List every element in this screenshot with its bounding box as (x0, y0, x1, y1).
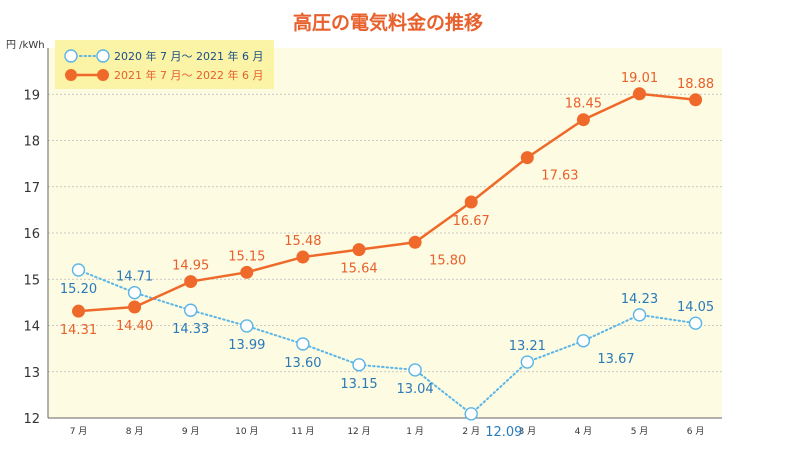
series-1-marker (408, 363, 422, 377)
series-1-marker (464, 407, 478, 421)
series-1-marker (127, 285, 142, 300)
x-tick-label: 4 月 (575, 426, 593, 437)
series-1-marker (632, 308, 647, 322)
x-tick-label: 12 月 (347, 426, 370, 437)
series-1-data-label: 13.67 (597, 352, 634, 367)
series-1-marker (296, 337, 310, 351)
x-tick-label: 8 月 (126, 426, 144, 437)
y-tick-label: 17 (23, 181, 40, 196)
y-tick-label: 12 (23, 412, 40, 427)
series-1-data-label: 13.15 (340, 377, 377, 392)
x-tick-label: 11 月 (291, 426, 314, 437)
series-2-marker (352, 243, 366, 257)
series-2-marker (72, 304, 85, 318)
x-axis-ticks: 7 月 8 月 9 月 10 月 11 月 12 月 1 月 2 月 3 月 4 月 5 月 6 月 (70, 426, 705, 437)
series-2-marker (184, 275, 198, 289)
y-tick-label: 18 (23, 135, 40, 150)
series-1-data-label: 14.05 (677, 300, 714, 315)
series-2-data-label: 18.45 (565, 97, 602, 112)
series-2-data-label: 17.63 (541, 169, 578, 184)
series-1-data-label: 12.09 (485, 425, 522, 440)
legend-box (55, 40, 274, 89)
y-tick-label: 14 (23, 320, 40, 335)
y-tick-label: 19 (23, 88, 40, 103)
series-2-marker (296, 250, 310, 264)
series-2-data-label: 15.15 (228, 249, 265, 264)
series-2-data-label: 14.95 (172, 259, 209, 274)
y-tick-label: 13 (23, 366, 40, 381)
legend-series-2-marker (97, 69, 109, 81)
series-2-data-label: 15.48 (284, 234, 321, 249)
legend-series-2-label: 2021 年 7 月～ 2022 年 6 月 (114, 68, 263, 82)
series-2-marker (240, 265, 254, 279)
series-1-data-label: 13.99 (228, 338, 265, 353)
series-1-marker (352, 358, 366, 372)
x-tick-label: 6 月 (687, 426, 705, 437)
x-tick-label: 1 月 (406, 426, 424, 437)
gridlines (48, 93, 722, 373)
legend-series-1-marker (64, 49, 78, 63)
series-2-data-label: 19.01 (621, 71, 658, 86)
series-2-data-label: 16.67 (453, 214, 490, 229)
series-1-data-label: 13.04 (396, 382, 433, 397)
series-2-data-label: 15.64 (340, 262, 377, 277)
axes (47, 48, 722, 419)
series-2-data-label: 14.31 (60, 323, 97, 338)
series-2-marker (689, 93, 703, 107)
y-tick-label: 15 (23, 273, 40, 288)
x-tick-label: 2 月 (462, 426, 480, 437)
series-1-data-label: 13.21 (509, 339, 546, 354)
x-tick-label: 10 月 (235, 426, 258, 437)
series-1-data-label: 14.71 (116, 270, 153, 285)
legend-series-1-marker (96, 49, 110, 63)
series-2-marker (128, 300, 142, 314)
legend-series-2-marker (65, 69, 77, 81)
x-tick-label: 5 月 (631, 426, 649, 437)
legend: 2020 年 7 月～ 2021 年 6 月 2021 年 7 月～ 2022 年… (55, 40, 274, 89)
y-tick-label: 16 (23, 227, 40, 242)
series-2-data-label: 14.40 (116, 319, 153, 334)
series-2-line (78, 92, 696, 313)
series-1-marker (520, 355, 534, 369)
series-1-marker (183, 303, 198, 317)
series-1-data-label: 14.23 (621, 292, 658, 307)
legend-series-1-label: 2020 年 7 月～ 2021 年 6 月 (114, 49, 263, 63)
series-2-data-label: 15.80 (429, 253, 466, 268)
series-1-data-label: 14.33 (172, 322, 209, 337)
series-2-marker (633, 87, 646, 101)
series-1-line (77, 269, 697, 416)
x-tick-label: 3 月 (519, 426, 537, 437)
x-tick-label: 7 月 (70, 426, 88, 437)
series-layer (71, 87, 703, 421)
series-1-marker (688, 316, 703, 330)
series-2-marker (520, 151, 534, 165)
series-2-marker (408, 235, 422, 249)
series-2-marker (464, 195, 478, 209)
series-1-marker (71, 263, 86, 277)
series-1-marker (576, 334, 591, 348)
y-axis-ticks: 12 13 14 15 16 17 18 19 (23, 88, 40, 427)
chart-title: 高圧の電気料金の推移 (293, 11, 483, 34)
y-axis-unit-label: 円 /kWh (6, 40, 45, 51)
series-2-data-label: 18.88 (677, 77, 714, 92)
series-1-marker (240, 319, 254, 333)
series-1-data-label: 15.20 (60, 282, 97, 297)
x-tick-label: 9 月 (182, 426, 200, 437)
series-1-data-label: 13.60 (284, 356, 321, 371)
series-2-marker (576, 113, 590, 127)
data-labels-layer: 15.20 14.71 14.33 13.99 13.60 13.15 13.04 12.09… (60, 71, 714, 440)
